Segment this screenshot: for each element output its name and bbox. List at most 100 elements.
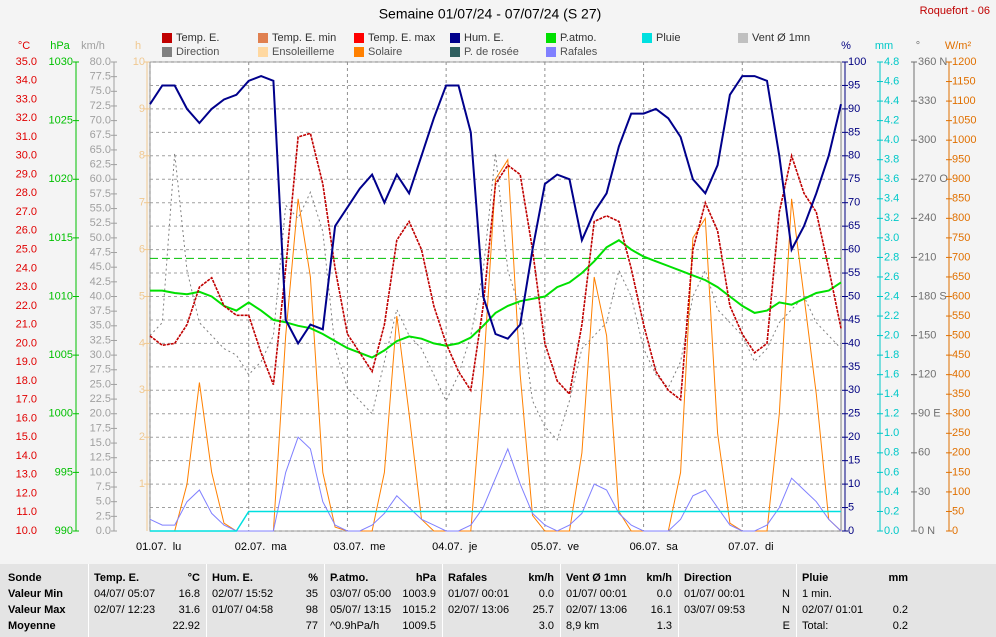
y-tick-label: 2.0 [884, 329, 899, 341]
y-tick-label: 1010 [49, 290, 73, 302]
y-tick-label: 2.4 [884, 290, 899, 302]
y-tick-label: 0.4 [884, 486, 899, 498]
legend-label: Pluie [656, 32, 680, 44]
y-tick-label: 52.5 [90, 217, 111, 229]
y-tick-label: 3.2 [884, 212, 899, 224]
y-tick-label: 25.0 [90, 378, 111, 390]
y-tick-label: 1150 [952, 75, 976, 87]
y-tick-label: 990 [55, 525, 73, 537]
legend-label: Ensoleilleme [272, 46, 334, 58]
x-tick-label: 05.07. ve [531, 541, 579, 553]
cell-value: 16.1 [650, 604, 672, 616]
y-tick-label: 16.0 [16, 412, 37, 424]
y-tick-label: 77.5 [90, 71, 111, 83]
y-tick-label: 0.0 [884, 525, 899, 537]
y-tick-label: 1.8 [884, 349, 899, 361]
cell-label: 1 min. [802, 588, 832, 600]
y-tick-label: 90 E [918, 408, 941, 420]
y-tick-label: 210 [918, 251, 936, 263]
y-tick-label: 80.0 [90, 56, 111, 68]
column-divider [324, 564, 325, 637]
y-tick-label: 1.4 [884, 388, 899, 400]
y-tick-label: 75 [848, 173, 860, 185]
y-tick-label: 2.2 [884, 310, 899, 322]
cell-label: 02/07/ 13:06 [566, 604, 628, 616]
y-tick-label: 0 [848, 525, 854, 537]
cell-value: 31.6 [178, 604, 200, 616]
x-tick-label: 03.07. me [333, 541, 385, 553]
y-tick-label: 47.5 [90, 246, 111, 258]
cell-value: 1.3 [656, 620, 672, 632]
y-tick-label: 600 [952, 290, 970, 302]
y-tick-label: 150 [918, 329, 936, 341]
y-tick-label: 0 [952, 525, 958, 537]
axis-unit: W/m² [945, 40, 972, 52]
y-tick-label: 60 [918, 447, 930, 459]
y-tick-label: 3.4 [884, 193, 899, 205]
y-tick-label: 11.0 [16, 506, 37, 518]
y-tick-label: 21.0 [16, 319, 37, 331]
cell-label: 02/07/ 12:23 [94, 604, 156, 616]
y-tick-label: 850 [952, 193, 970, 205]
legend-label: Temp. E. min [272, 32, 336, 44]
y-tick-label: 90 [848, 103, 860, 115]
y-tick-label: 35.0 [16, 56, 37, 68]
axis-unit: ° [916, 40, 920, 52]
y-tick-label: 32.0 [16, 112, 37, 124]
legend-swatch [450, 33, 460, 43]
y-tick-label: 50 [848, 290, 860, 302]
legend-label: Temp. E. [176, 32, 219, 44]
row-label: Moyenne [8, 620, 56, 632]
cell-label: 02/07/ 15:52 [212, 588, 274, 600]
cell-value: 3.0 [538, 620, 554, 632]
y-tick-label: 240 [918, 212, 936, 224]
column-unit: km/h [646, 572, 672, 584]
y-tick-label: 4.0 [884, 134, 899, 146]
cell-value: 0.2 [892, 620, 908, 632]
y-tick-label: 80 [848, 150, 860, 162]
y-tick-label: 2.6 [884, 271, 899, 283]
legend-swatch [450, 47, 460, 57]
series-line [149, 75, 842, 346]
y-tick-label: 22.5 [90, 393, 111, 405]
y-tick-label: 65 [848, 220, 860, 232]
cell-value: 1009.5 [402, 620, 436, 632]
y-tick-label: 40.0 [90, 290, 111, 302]
y-tick-label: 1.6 [884, 369, 899, 381]
column-unit: km/h [528, 572, 554, 584]
row-label: Valeur Min [8, 588, 64, 600]
axis-unit: km/h [81, 40, 105, 52]
y-tick-label: 57.5 [90, 188, 111, 200]
y-tick-label: 23.0 [16, 281, 37, 293]
series-line [150, 239, 842, 359]
y-tick-label: 42.5 [90, 276, 111, 288]
column-header: Vent Ø 1mn [566, 572, 627, 584]
y-tick-label: 12.5 [90, 452, 111, 464]
y-tick-label: 85 [848, 126, 860, 138]
row-label: Valeur Max [8, 604, 66, 616]
y-tick-label: 995 [55, 466, 73, 478]
y-tick-label: 400 [952, 369, 970, 381]
y-tick-label: 3.8 [884, 154, 899, 166]
y-tick-label: 120 [918, 369, 936, 381]
y-tick-label: 100 [952, 486, 970, 498]
y-tick-label: 19.0 [16, 356, 37, 368]
y-tick-label: 3 [139, 384, 145, 396]
y-tick-label: 330 [918, 95, 936, 107]
legend-swatch [162, 33, 172, 43]
y-tick-label: 300 [918, 134, 936, 146]
cell-label: 01/07/ 00:01 [684, 588, 746, 600]
legend-swatch [738, 33, 748, 43]
series-line [149, 132, 842, 402]
y-tick-label: 27.0 [16, 206, 37, 218]
y-tick-label: 650 [952, 271, 970, 283]
y-tick-label: 4.4 [884, 95, 899, 107]
y-tick-label: 14.0 [16, 450, 37, 462]
legend-label: P.atmo. [560, 32, 597, 44]
chart: Semaine 01/07/24 - 07/07/24 (S 27) Roque… [16, 5, 990, 553]
y-tick-label: 4.8 [884, 56, 899, 68]
axis-unit: h [135, 40, 141, 52]
y-tick-label: 45 [848, 314, 860, 326]
cell-label: 03/07/ 05:00 [330, 588, 392, 600]
y-tick-label: 17.0 [16, 394, 37, 406]
